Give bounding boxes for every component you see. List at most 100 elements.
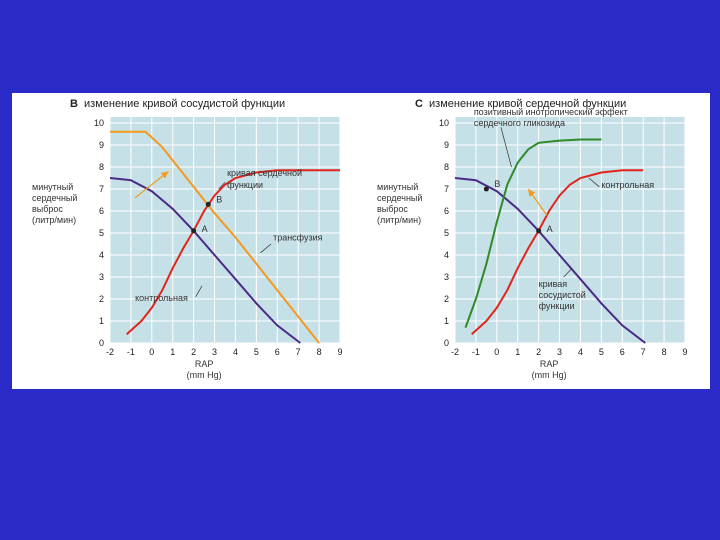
annotation: контрольная: [601, 180, 654, 190]
y-tick-label: 1: [99, 316, 104, 326]
x-tick-label: 9: [337, 347, 342, 357]
y-tick-label: 4: [444, 250, 449, 260]
x-tick-label: 2: [191, 347, 196, 357]
x-tick-label: -2: [451, 347, 459, 357]
y-axis-label: (литр/мин): [377, 215, 421, 225]
y-tick-label: 5: [99, 228, 104, 238]
annotation: контрольная: [135, 293, 188, 303]
x-tick-label: 0: [149, 347, 154, 357]
point-marker: [205, 201, 211, 207]
point-marker: [191, 228, 197, 234]
y-tick-label: 3: [99, 272, 104, 282]
x-axis-label: RAP: [540, 359, 559, 369]
y-tick-label: 0: [444, 338, 449, 348]
x-tick-label: 8: [317, 347, 322, 357]
x-tick-label: 1: [515, 347, 520, 357]
chart-letter: B: [70, 98, 78, 110]
x-tick-label: 0: [494, 347, 499, 357]
y-tick-label: 9: [99, 140, 104, 150]
annotation: трансфузия: [273, 233, 323, 243]
annotation: функции: [539, 301, 575, 311]
series-line-purple: [454, 177, 646, 344]
x-axis-label: RAP: [195, 359, 214, 369]
annotation: функции: [227, 180, 263, 190]
y-tick-label: 4: [99, 250, 104, 260]
plot-area: [110, 117, 340, 343]
annotation: кривая: [539, 279, 568, 289]
y-axis-label: минутный: [32, 182, 73, 192]
annotation-leader: [260, 243, 272, 254]
x-tick-label: 6: [620, 347, 625, 357]
y-axis-label: сердечный: [32, 193, 77, 203]
y-tick-label: 3: [444, 272, 449, 282]
series-line-red: [126, 169, 340, 335]
x-axis-label: (mm Hg): [532, 370, 567, 380]
chart-title: изменение кривой сосудистой функции: [84, 98, 285, 110]
shift-arrow: [134, 170, 169, 199]
x-tick-label: 9: [682, 347, 687, 357]
x-tick-label: -2: [106, 347, 114, 357]
y-tick-label: 1: [444, 316, 449, 326]
y-axis-label: сердечный: [377, 193, 422, 203]
series-line-red: [471, 169, 644, 335]
y-tick-label: 7: [444, 184, 449, 194]
y-tick-label: 0: [99, 338, 104, 348]
annotation-leader: [218, 182, 226, 190]
shift-arrow: [527, 188, 548, 216]
point-marker: [483, 186, 489, 192]
y-tick-label: 9: [444, 140, 449, 150]
chart-letter: C: [415, 98, 423, 110]
point-label: A: [547, 224, 553, 234]
y-tick-label: 5: [444, 228, 449, 238]
chart-title: изменение кривой сердечной функции: [429, 98, 626, 110]
annotation: сердечного гликозида: [474, 118, 565, 128]
y-axis-label: минутный: [377, 182, 418, 192]
y-tick-label: 10: [439, 118, 449, 128]
series-line-purple: [109, 177, 301, 344]
annotation: сосудистой: [539, 290, 586, 300]
annotation-leader: [563, 267, 573, 278]
y-tick-label: 2: [444, 294, 449, 304]
x-axis-label: (mm Hg): [187, 370, 222, 380]
series-line-green: [464, 138, 602, 328]
series-line-orange: [110, 130, 320, 344]
annotation-leader: [588, 177, 600, 188]
annotation: кривая сердечной: [227, 168, 302, 178]
chart-b: -2 -1 0 1 2 3 4 5 6 7 8 9 0 1 2 3 4 5 6 7 8 9 10 B изменение кри…: [32, 98, 343, 380]
annotation-leader: [500, 127, 512, 168]
y-tick-label: 2: [99, 294, 104, 304]
x-tick-label: 2: [536, 347, 541, 357]
annotation-leader: [195, 285, 203, 297]
x-tick-label: 4: [578, 347, 583, 357]
plot-area: [455, 117, 685, 343]
x-tick-label: 4: [233, 347, 238, 357]
y-tick-label: 10: [94, 118, 104, 128]
y-axis-label: выброс: [377, 204, 408, 214]
point-marker: [536, 228, 542, 234]
point-label: B: [216, 194, 222, 204]
x-tick-label: -1: [127, 347, 135, 357]
y-tick-label: 8: [444, 162, 449, 172]
x-tick-label: 8: [662, 347, 667, 357]
x-tick-label: -1: [472, 347, 480, 357]
y-tick-label: 6: [444, 206, 449, 216]
point-label: B: [494, 179, 500, 189]
x-tick-label: 7: [296, 347, 301, 357]
point-label: A: [202, 224, 208, 234]
x-tick-label: 1: [170, 347, 175, 357]
x-tick-label: 7: [641, 347, 646, 357]
x-tick-label: 3: [212, 347, 217, 357]
x-tick-label: 5: [599, 347, 604, 357]
y-tick-label: 8: [99, 162, 104, 172]
y-tick-label: 6: [99, 206, 104, 216]
x-tick-label: 6: [275, 347, 280, 357]
chart-c: -2 -1 0 1 2 3 4 5 6 7 8 9 0 1 2 3 4 5 6 7 8 9 10 C изменение кри…: [377, 98, 688, 380]
y-axis-label: выброс: [32, 204, 63, 214]
x-tick-label: 5: [254, 347, 259, 357]
y-axis-label: (литр/мин): [32, 215, 76, 225]
x-tick-label: 3: [557, 347, 562, 357]
annotation: позитивный инотропический эффект: [474, 107, 628, 117]
